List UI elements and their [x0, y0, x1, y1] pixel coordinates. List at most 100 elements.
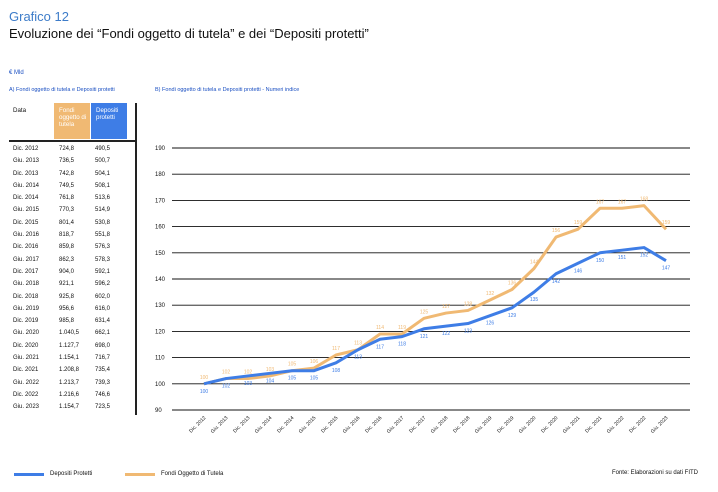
row-depositi: 735,4	[95, 367, 111, 374]
row-date: Giu. 2021	[13, 355, 40, 362]
depositi-data-label: 129	[508, 313, 517, 319]
y-tick-label: 190	[155, 146, 166, 152]
row-fondi: 985,8	[59, 318, 75, 325]
x-tick-label: Dic. 2012	[188, 415, 207, 434]
row-date: Dic. 2022	[13, 391, 39, 398]
fondi-data-label: 106	[310, 359, 319, 365]
fondi-data-label: 100	[200, 375, 209, 381]
depositi-data-label: 104	[266, 378, 275, 384]
depositi-data-label: 142	[552, 279, 561, 285]
row-fondi: 1.213,7	[59, 379, 80, 386]
table-row: Giu. 2021 1.154,1 716,7	[9, 352, 131, 364]
x-tick-label: Giu. 2014	[254, 415, 274, 435]
column-header-depositi: Depositi protetti	[91, 103, 127, 139]
row-fondi: 761,8	[59, 195, 75, 202]
fondi-data-label: 119	[398, 325, 406, 331]
legend-item-depositi: Depositi Protetti	[14, 470, 114, 480]
table-row: Giu. 2023 1.154,7 723,5	[9, 401, 131, 413]
x-tick-label: Giu. 2018	[430, 415, 450, 435]
y-tick-label: 90	[155, 408, 162, 414]
fondi-data-label: 167	[618, 199, 627, 205]
figure-label: Grafico 12	[9, 9, 69, 24]
row-depositi: 490,5	[95, 146, 111, 152]
y-tick-label: 110	[155, 356, 165, 362]
row-date: Giu. 2018	[13, 281, 40, 288]
row-date: Giu. 2022	[13, 379, 40, 386]
row-date: Giu. 2023	[13, 404, 40, 411]
row-date: Dic. 2012	[13, 146, 39, 152]
depositi-data-label: 113	[354, 355, 362, 361]
row-date: Dic. 2015	[13, 219, 39, 226]
x-tick-label: Dic. 2016	[364, 415, 383, 434]
row-depositi: 602,0	[95, 293, 111, 300]
depositi-data-label: 121	[420, 334, 429, 340]
row-date: Dic. 2013	[13, 170, 39, 177]
table-row: Giu. 2015 770,3 514,9	[9, 204, 131, 216]
row-depositi: 578,3	[95, 256, 111, 263]
depositi-data-label: 147	[662, 266, 671, 272]
row-fondi: 1.154,1	[59, 355, 80, 362]
unit-label: € Mld	[9, 70, 24, 76]
row-fondi: 956,6	[59, 305, 75, 312]
y-tick-label: 150	[155, 251, 166, 257]
depositi-data-label: 105	[288, 376, 297, 382]
table-row: Giu. 2016 818,7 551,8	[9, 229, 131, 241]
fondi-data-label: 125	[420, 309, 429, 315]
row-fondi: 859,8	[59, 244, 75, 251]
column-header-fondi: Fondi oggetto di tutela	[54, 103, 90, 139]
y-tick-label: 130	[155, 303, 166, 309]
row-fondi: 724,8	[59, 146, 75, 152]
table-row: Dic. 2013 742,8 504,1	[9, 168, 131, 180]
row-fondi: 1.154,7	[59, 404, 80, 411]
row-fondi: 925,8	[59, 293, 75, 300]
x-tick-label: Giu. 2019	[474, 415, 494, 435]
row-date: Giu. 2020	[13, 330, 40, 337]
table-row: Giu. 2014 749,5 508,1	[9, 180, 131, 192]
row-depositi: 513,6	[95, 195, 111, 202]
row-fondi: 1.040,5	[59, 330, 80, 337]
row-depositi: 514,9	[95, 207, 111, 214]
row-fondi: 862,3	[59, 256, 75, 263]
x-tick-label: Dic. 2013	[232, 415, 251, 434]
depositi-data-label: 108	[332, 368, 341, 374]
row-depositi: 500,7	[95, 158, 111, 165]
fondi-data-label: 128	[464, 301, 473, 307]
table-row: Dic. 2016 859,8 576,3	[9, 241, 131, 253]
row-depositi: 662,1	[95, 330, 111, 337]
row-depositi: 616,0	[95, 305, 111, 312]
depositi-series-line	[203, 246, 667, 386]
row-date: Dic. 2021	[13, 367, 39, 374]
y-tick-label: 160	[155, 225, 166, 231]
x-tick-label: Giu. 2016	[342, 415, 362, 435]
panel-divider	[135, 103, 137, 415]
row-fondi: 742,8	[59, 170, 75, 177]
row-fondi: 1.208,8	[59, 367, 80, 374]
row-date: Giu. 2015	[13, 207, 40, 214]
fondi-data-label: 103	[266, 367, 275, 373]
fondi-data-label: 167	[596, 199, 605, 205]
row-fondi: 904,0	[59, 268, 75, 275]
row-depositi: 530,8	[95, 219, 111, 226]
table-row: Dic. 2021 1.208,8 735,4	[9, 364, 131, 376]
x-tick-label: Dic. 2018	[452, 415, 471, 434]
x-tick-label: Dic. 2017	[408, 415, 427, 434]
y-tick-label: 100	[155, 382, 166, 388]
table-row: Giu. 2019 956,6 616,0	[9, 303, 131, 315]
table-row: Dic. 2018 925,8 602,0	[9, 291, 131, 303]
row-fondi: 749,5	[59, 182, 75, 189]
x-tick-label: Giu. 2022	[606, 415, 626, 435]
depositi-data-label: 105	[310, 376, 319, 382]
row-depositi: 596,2	[95, 281, 111, 288]
panel-a-title: A) Fondi oggetto di tutela e Depositi pr…	[9, 87, 115, 93]
data-table: Dic. 2012 724,8 490,5 Giu. 2013 736,5 500,7 Di…	[9, 143, 131, 414]
row-depositi: 592,1	[95, 268, 111, 275]
table-row: Giu. 2017 862,3 578,3	[9, 254, 131, 266]
x-tick-label: Giu. 2015	[298, 415, 318, 435]
fondi-data-label: 114	[376, 325, 384, 331]
y-tick-label: 140	[155, 277, 166, 283]
fondi-data-label: 102	[244, 370, 253, 376]
y-tick-label: 180	[155, 172, 166, 178]
row-depositi: 631,4	[95, 318, 111, 325]
depositi-data-label: 150	[596, 258, 605, 264]
